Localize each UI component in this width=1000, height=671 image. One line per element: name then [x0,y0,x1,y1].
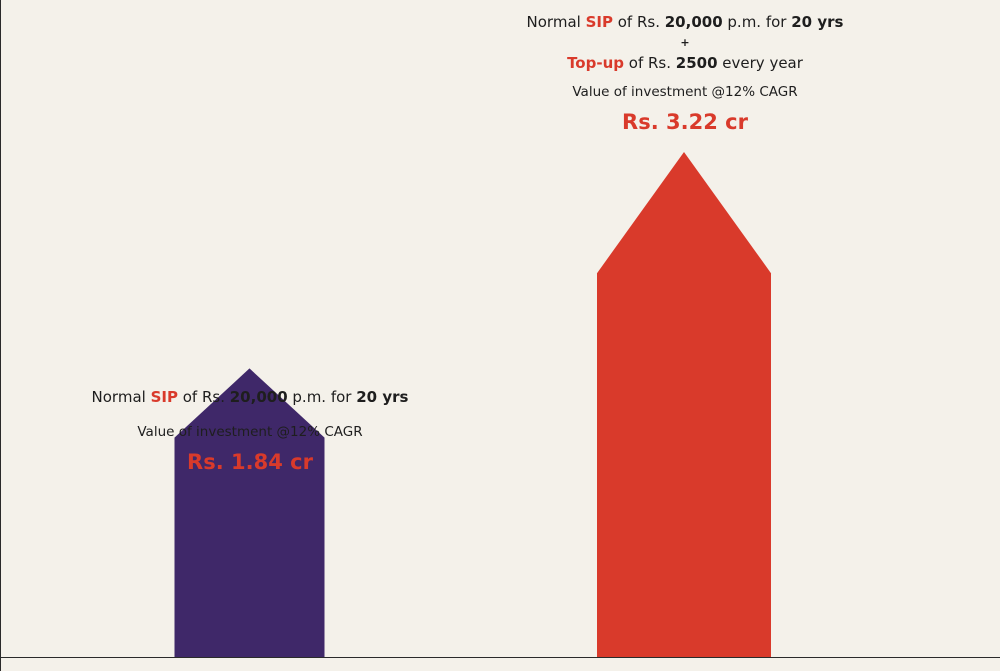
caption-b-years: 20 yrs [791,13,844,31]
caption-b-topup-mid: of Rs. [624,54,676,72]
caption-b-mid: of Rs. [612,13,665,31]
caption-b-topup-line: Top-up of Rs. 2500 every year [485,53,885,73]
caption-a-pm: p.m. for [287,388,357,406]
caption-normal-sip: Normal SIP of Rs. 20,000 p.m. for 20 yrs… [60,387,440,476]
caption-a-amount: 20,000 [229,388,288,406]
caption-b-topup: Top-up [567,54,624,72]
caption-b-sub: Value of investment @12% CAGR [572,84,798,100]
caption-a-sip: SIP [150,388,178,406]
bar-normal-sip [174,368,325,657]
caption-a-pre: Normal [91,388,151,406]
caption-b-pm: p.m. for [722,13,792,31]
left-border [0,0,1,671]
caption-b-line: Normal SIP of Rs. 20,000 p.m. for 20 yrs [485,12,885,32]
value-label-topup-sip: Rs. 3.22 cr [622,110,748,134]
caption-b-sip: SIP [585,13,613,31]
caption-b-pre: Normal [526,13,586,31]
caption-b-plus: + [680,36,690,49]
caption-b-topup-tail: every year [717,54,803,72]
bar-topup-sip [597,152,771,657]
caption-a-line: Normal SIP of Rs. 20,000 p.m. for 20 yrs [60,387,440,407]
caption-a-mid: of Rs. [177,388,230,406]
caption-a-years: 20 yrs [356,388,409,406]
caption-a-sub: Value of investment @12% CAGR [137,424,363,440]
value-label-normal-sip: Rs. 1.84 cr [187,450,313,474]
caption-topup-sip: Normal SIP of Rs. 20,000 p.m. for 20 yrs… [485,12,885,136]
baseline [0,657,1000,658]
caption-b-amount: 20,000 [664,13,723,31]
caption-b-topup-amount: 2500 [675,54,718,72]
